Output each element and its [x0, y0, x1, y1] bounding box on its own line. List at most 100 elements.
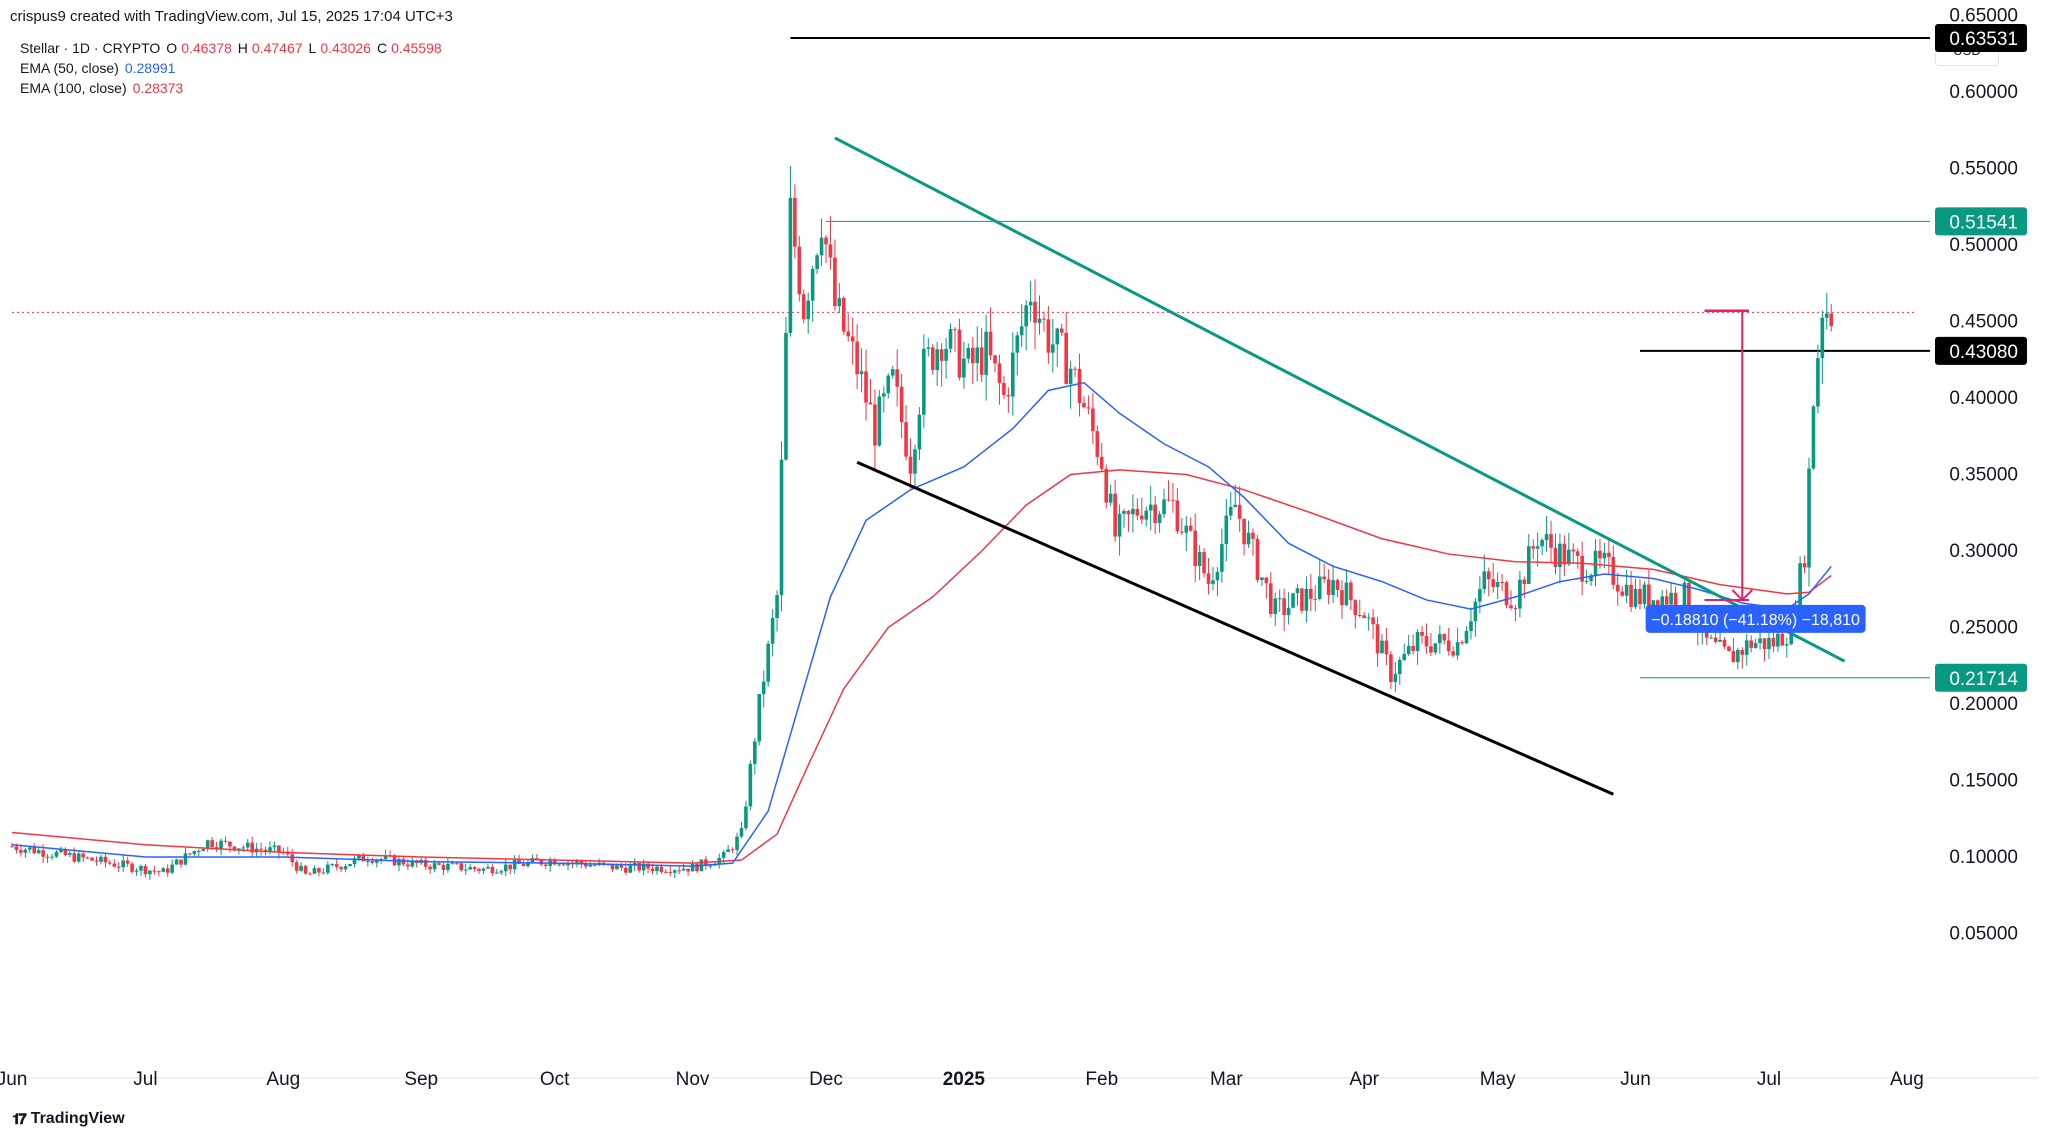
candle-body [1162, 499, 1166, 515]
candle-body [423, 859, 428, 867]
candle-body [1811, 406, 1816, 469]
candle-body [1215, 571, 1220, 581]
candle-body [1397, 659, 1402, 675]
candle-body [170, 864, 174, 873]
x-tick-label: Jul [133, 1069, 157, 1090]
low-value: 0.43026 [320, 40, 371, 56]
candle-body [672, 870, 677, 873]
candle-body [1491, 579, 1495, 587]
candle-body [406, 864, 410, 867]
candle-body [334, 864, 339, 868]
candle-body [308, 873, 312, 875]
candle-body [1513, 608, 1518, 610]
candle-body [695, 863, 699, 872]
candle-body [1193, 530, 1197, 567]
support-channel-line [856, 460, 1614, 796]
candle-body [1291, 593, 1295, 608]
candle-body [1518, 579, 1522, 609]
candle-body [472, 867, 477, 869]
candle-body [272, 845, 277, 848]
candle-body [1673, 592, 1678, 609]
candle-body [886, 375, 891, 394]
candle-body [1131, 508, 1135, 515]
candle-body [939, 349, 944, 361]
x-tick-label: Jun [1620, 1069, 1651, 1090]
candle-body [397, 859, 401, 866]
candle-body [1433, 643, 1438, 653]
candle-body [1175, 500, 1180, 532]
candle-body [1002, 382, 1006, 395]
candle-body [766, 643, 770, 682]
candle-body [1166, 499, 1171, 501]
candle-body [1268, 583, 1273, 615]
candle-body [103, 856, 108, 863]
candle-body [908, 456, 913, 474]
x-tick-label: Jul [1757, 1069, 1781, 1090]
candle-body [1335, 580, 1340, 591]
candle-body [686, 868, 690, 872]
candle-body [232, 846, 237, 851]
candle-body [579, 860, 584, 864]
candle-body [1535, 546, 1540, 549]
ema50-label: EMA (50, close) [20, 60, 119, 76]
candle-body [1482, 571, 1487, 590]
legend-ohlc-row[interactable]: Stellar · 1D · CRYPTO O 0.46378 H 0.47467 … [20, 38, 442, 58]
candle-body [1615, 584, 1620, 592]
candle-body [1211, 580, 1215, 584]
candle-body [1184, 525, 1189, 533]
candle-body [481, 868, 486, 871]
candle-body [610, 863, 615, 870]
candle-body [757, 694, 762, 742]
candle-body [228, 841, 232, 847]
candle-body [846, 331, 851, 337]
candle-body [85, 857, 90, 859]
low-label: L [308, 40, 317, 56]
high-value: 0.47467 [251, 40, 303, 56]
candle-body [815, 255, 819, 269]
candle-body [1451, 651, 1455, 656]
candle-body [828, 244, 833, 258]
legend-ema100-row[interactable]: EMA (100, close) 0.28373 [20, 78, 442, 98]
candle-body [619, 865, 624, 868]
candle-body [116, 866, 121, 868]
candle-body [1642, 584, 1647, 605]
candle-body [1344, 582, 1349, 606]
candle-body [1473, 601, 1478, 622]
candle-body [1638, 588, 1642, 605]
candle-body [143, 866, 148, 875]
candle-body [775, 595, 779, 619]
candle-body [1660, 596, 1665, 611]
candle-body [841, 298, 846, 332]
y-tick-label: 0.20000 [1949, 694, 2018, 715]
candle-body [1108, 493, 1113, 503]
candle-body [179, 859, 183, 865]
candle-body [1375, 624, 1380, 654]
candle-body [659, 866, 664, 872]
candle-body [361, 855, 366, 862]
candle-body [1202, 552, 1206, 574]
price-axis-tag [1935, 207, 2027, 236]
price-axis-tag-text: 0.43080 [1949, 342, 2018, 363]
candle-body [1740, 649, 1745, 655]
candle-body [1393, 674, 1398, 683]
candle-body [68, 853, 72, 855]
candle-body [1767, 637, 1771, 650]
candle-body [833, 257, 837, 307]
y-tick-label: 0.35000 [1949, 465, 2018, 486]
candle-body [913, 449, 917, 474]
y-tick-label: 0.60000 [1949, 82, 2018, 103]
candle-body [984, 331, 988, 375]
x-tick-label: Apr [1349, 1069, 1379, 1090]
legend-ema50-row[interactable]: EMA (50, close) 0.28991 [20, 58, 442, 78]
candle-body [1647, 584, 1651, 608]
close-value: 0.45598 [391, 40, 442, 56]
candle-body [1540, 540, 1544, 547]
candle-body [1464, 631, 1469, 644]
candle-body [1242, 518, 1246, 545]
candle-body [1055, 328, 1060, 345]
candle-body [379, 858, 383, 860]
candle-body [357, 855, 361, 859]
candle-body [370, 861, 375, 863]
candle-body [1068, 368, 1073, 384]
